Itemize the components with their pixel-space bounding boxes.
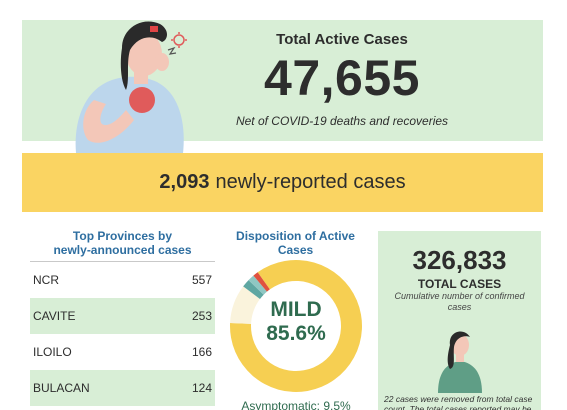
donut-center-label: MILD 85.6% xyxy=(226,298,366,346)
hero-subtitle: Net of COVID-19 deaths and recoveries xyxy=(235,114,449,128)
active-cases-value: 47,655 xyxy=(264,50,420,106)
total-cases-description: Cumulative number of confirmed cases xyxy=(394,291,525,312)
table-row: ILOILO 166 xyxy=(30,334,215,370)
province-count: 253 xyxy=(191,309,212,323)
asymptomatic-label: Asymptomatic: 9.5% xyxy=(241,399,351,410)
virus-icon xyxy=(171,32,187,48)
total-cases-value: 326,833 xyxy=(412,245,507,275)
province-name: BULACAN xyxy=(33,381,90,395)
new-cases-count: 2,093 xyxy=(159,171,210,193)
province-count: 124 xyxy=(191,381,212,395)
new-cases-label: newly-reported cases xyxy=(215,171,406,193)
new-cases-banner: 2,093 newly-reported cases xyxy=(22,153,543,212)
province-count: 166 xyxy=(191,345,212,359)
top-provinces-table: Top Provinces by newly-announced cases N… xyxy=(30,229,215,406)
donut-slice-4 xyxy=(253,272,270,292)
mild-label: MILD xyxy=(270,298,322,321)
total-cases-panel: 326,833 TOTAL CASES Cumulative number of… xyxy=(378,231,541,410)
table-row: BULACAN 124 xyxy=(30,370,215,406)
table-row: CAVITE 253 xyxy=(30,298,215,334)
sick-woman-illustration xyxy=(75,21,187,161)
province-count: 557 xyxy=(191,273,212,287)
donut-slice-2 xyxy=(243,280,264,300)
province-name: ILOILO xyxy=(33,345,72,359)
donut-slice-1 xyxy=(230,286,260,324)
donut-slice-3 xyxy=(248,275,267,295)
total-active-cases-panel: Total Active Cases 47,655 Net of COVID-1… xyxy=(22,20,543,161)
disposition-donut-chart xyxy=(230,260,362,392)
total-cases-note: 22 cases were removed from total case co… xyxy=(384,394,533,410)
hero-title: Total Active Cases xyxy=(276,31,408,48)
donut-slice-0 xyxy=(230,260,362,392)
mild-value: 85.6% xyxy=(266,322,326,345)
top-provinces-title: Top Provinces by newly-announced cases xyxy=(30,229,215,262)
province-name: NCR xyxy=(33,273,59,287)
woman-illustration xyxy=(438,331,482,393)
table-row: NCR 557 xyxy=(30,262,215,298)
total-cases-label: TOTAL CASES xyxy=(417,277,502,291)
province-name: CAVITE xyxy=(33,309,76,323)
disposition-title: Disposition of Active Cases xyxy=(236,229,355,257)
